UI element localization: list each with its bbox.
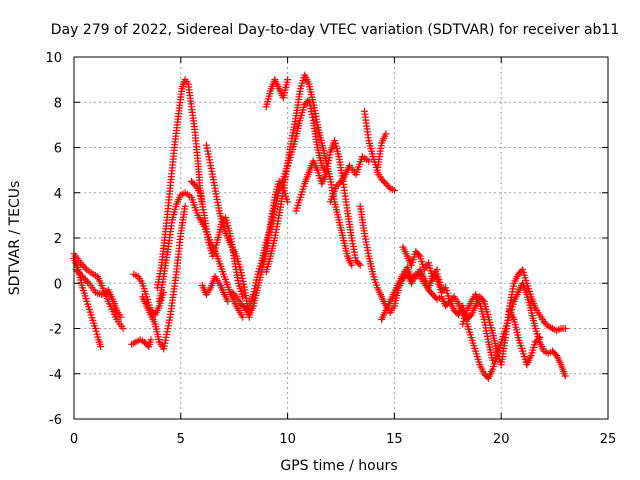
- x-ticks: 0 5 10 15 20 25: [70, 57, 616, 447]
- x-axis-label: GPS time / hours: [280, 458, 397, 474]
- data-points: [70, 71, 569, 382]
- data-point: [240, 303, 247, 311]
- data-point: [83, 278, 91, 286]
- y-tick-label: -4: [49, 368, 62, 383]
- data-point: [479, 296, 487, 304]
- data-point: [119, 325, 127, 332]
- x-tick-label: 25: [600, 432, 617, 447]
- data-point: [79, 273, 86, 280]
- data-point: [561, 325, 569, 332]
- data-point: [231, 291, 239, 299]
- data-point: [334, 180, 342, 188]
- y-tick-label: -6: [49, 413, 62, 428]
- data-point: [203, 144, 211, 152]
- data-point: [536, 334, 544, 342]
- data-point: [551, 350, 559, 358]
- y-tick-label: -2: [49, 323, 62, 338]
- data-point: [355, 260, 363, 268]
- x-tick-label: 15: [386, 432, 403, 447]
- data-point: [284, 198, 292, 206]
- y-tick-label: 8: [54, 96, 62, 111]
- chart-title: Day 279 of 2022, Sidereal Day-to-day VTE…: [51, 22, 620, 38]
- data-point: [181, 202, 189, 210]
- data-point: [336, 179, 344, 187]
- data-point: [356, 261, 364, 269]
- data-point: [80, 274, 88, 282]
- data-point: [561, 372, 569, 380]
- y-axis-label: SDTVAR / TECUs: [7, 181, 23, 296]
- data-point: [348, 261, 356, 269]
- data-point: [365, 157, 373, 165]
- data-point: [75, 269, 83, 277]
- data-point: [338, 177, 345, 185]
- data-point: [224, 297, 232, 305]
- data-point: [80, 262, 88, 270]
- x-tick-label: 20: [493, 432, 510, 447]
- y-tick-label: 0: [54, 277, 62, 292]
- data-point: [147, 336, 155, 344]
- data-point: [97, 343, 105, 351]
- y-tick-label: 2: [54, 232, 62, 247]
- data-point: [534, 335, 542, 343]
- data-point: [382, 130, 390, 138]
- data-point: [190, 181, 198, 188]
- data-point: [415, 251, 423, 259]
- y-tick-label: 6: [54, 142, 62, 157]
- data-point: [489, 356, 497, 364]
- x-tick-label: 0: [70, 432, 78, 447]
- data-point: [81, 264, 89, 272]
- x-tick-label: 5: [177, 432, 185, 447]
- y-ticks: -6 -4 -2 0 2 4 6 8 10: [45, 51, 608, 428]
- data-point: [333, 182, 341, 190]
- data-point: [239, 313, 247, 321]
- y-tick-label: 10: [45, 51, 62, 66]
- data-point: [117, 313, 125, 321]
- data-point: [77, 271, 85, 279]
- data-point: [385, 183, 393, 191]
- x-tick-label: 10: [279, 432, 296, 447]
- data-point: [284, 76, 292, 84]
- data-point: [82, 276, 90, 284]
- y-tick-label: 4: [54, 187, 62, 202]
- data-point: [390, 187, 398, 194]
- data-point: [74, 267, 82, 275]
- data-point: [239, 293, 247, 301]
